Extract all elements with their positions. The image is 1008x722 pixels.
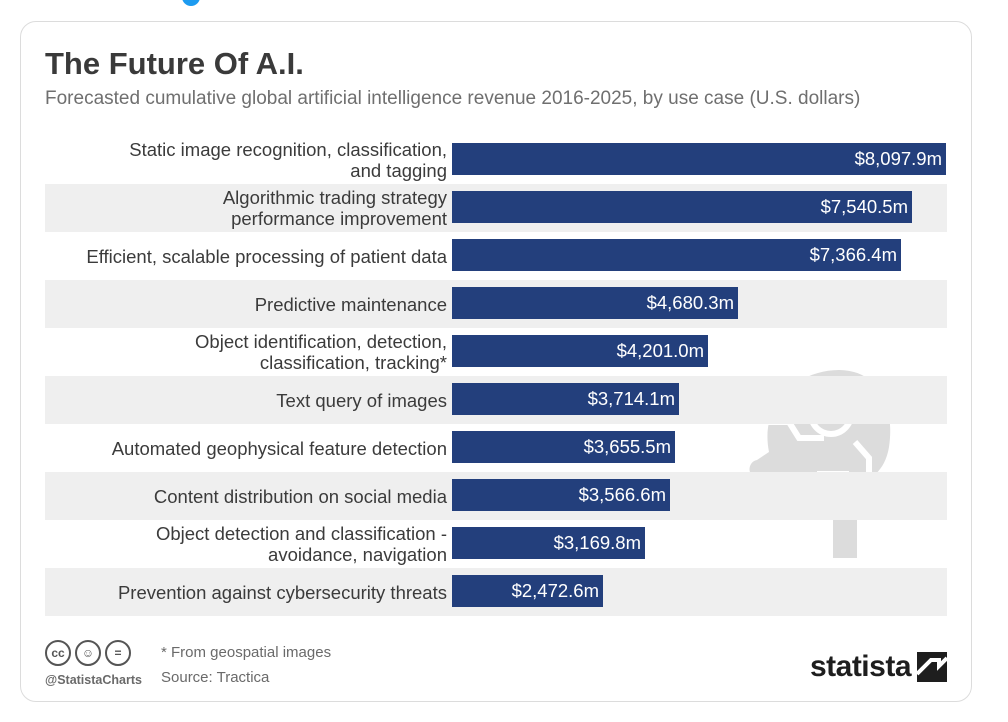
bar: $3,169.8m <box>452 527 645 559</box>
bar: $7,540.5m <box>452 191 912 223</box>
category-label: Predictive maintenance <box>45 280 447 328</box>
chart-row: Object identification, detection, classif… <box>45 328 947 376</box>
twitter-handle: @StatistaCharts <box>45 673 142 687</box>
license-block: cc ☺ = @StatistaCharts <box>45 640 142 687</box>
bar: $3,714.1m <box>452 383 679 415</box>
bar: $7,366.4m <box>452 239 901 271</box>
category-label-text: Text query of images <box>276 389 447 411</box>
chart-row: Content distribution on social media $3,5… <box>45 472 947 520</box>
bar: $3,566.6m <box>452 479 670 511</box>
brand-name: statista <box>809 650 912 683</box>
category-label-text: Automated geophysical feature detection <box>111 437 447 459</box>
bar-value-label: $7,366.4m <box>809 244 897 265</box>
chart-row: Text query of images $3,714.1m <box>45 376 947 424</box>
bar: $3,655.5m <box>452 431 675 463</box>
chart-row: Automated geophysical feature detection $… <box>45 424 947 472</box>
bar-value-label: $4,680.3m <box>646 292 734 313</box>
category-label: Object identification, detection, classif… <box>45 328 447 376</box>
chart-row: Object detection and classification - avo… <box>45 520 947 568</box>
bar: $4,201.0m <box>452 335 708 367</box>
category-label-text: Efficient, scalable processing of patien… <box>86 245 447 267</box>
chart-row: Algorithmic trading strategy performance … <box>45 184 947 232</box>
bar-value-label: $3,169.8m <box>553 532 641 553</box>
brand-logo: statista <box>810 650 947 684</box>
chart-row: Static image recognition, classification… <box>45 136 947 184</box>
category-label-text: Algorithmic trading strategy performance … <box>222 187 447 229</box>
chart-row: Prevention against cybersecurity threats… <box>45 568 947 616</box>
top-edge-icon <box>182 0 200 6</box>
category-label: Text query of images <box>45 376 447 424</box>
category-label: Efficient, scalable processing of patien… <box>45 232 447 280</box>
footnote: * From geospatial images <box>161 644 332 661</box>
category-label-text: Object identification, detection, classif… <box>195 331 447 373</box>
source-note: Source: Tractica <box>161 669 270 686</box>
infographic-card: The Future Of A.I. Forecasted cumulative… <box>20 21 972 702</box>
cc-cc-icon: cc <box>45 640 71 666</box>
chart-subtitle: Forecasted cumulative global artificial … <box>45 88 861 109</box>
bar: $4,680.3m <box>452 287 738 319</box>
chart-row: Predictive maintenance $4,680.3m <box>45 280 947 328</box>
statista-logo-icon <box>917 652 947 682</box>
license-icons: cc ☺ = <box>45 640 142 666</box>
category-label: Automated geophysical feature detection <box>45 424 447 472</box>
bar-value-label: $3,655.5m <box>583 436 671 457</box>
category-label-text: Content distribution on social media <box>153 485 447 507</box>
category-label-text: Predictive maintenance <box>254 293 447 315</box>
category-label-text: Prevention against cybersecurity threats <box>117 581 447 603</box>
category-label: Object detection and classification - avo… <box>45 520 447 568</box>
cc-nd-icon: = <box>105 640 131 666</box>
bar-value-label: $8,097.9m <box>854 148 942 169</box>
bar: $8,097.9m <box>452 143 946 175</box>
cc-by-icon: ☺ <box>75 640 101 666</box>
bar-value-label: $3,714.1m <box>587 388 675 409</box>
category-label: Static image recognition, classification… <box>45 136 447 184</box>
bar-value-label: $7,540.5m <box>820 196 908 217</box>
category-label: Content distribution on social media <box>45 472 447 520</box>
bar-value-label: $4,201.0m <box>616 340 704 361</box>
category-label: Algorithmic trading strategy performance … <box>45 184 447 232</box>
chart-row: Efficient, scalable processing of patien… <box>45 232 947 280</box>
bar-value-label: $2,472.6m <box>511 580 599 601</box>
category-label-text: Static image recognition, classification… <box>129 139 447 181</box>
category-label-text: Object detection and classification - avo… <box>155 523 447 565</box>
bar-value-label: $3,566.6m <box>578 484 666 505</box>
chart-title: The Future Of A.I. <box>45 46 304 81</box>
bar-chart: Static image recognition, classification… <box>45 136 947 616</box>
category-label: Prevention against cybersecurity threats <box>45 568 447 616</box>
bar: $2,472.6m <box>452 575 603 607</box>
